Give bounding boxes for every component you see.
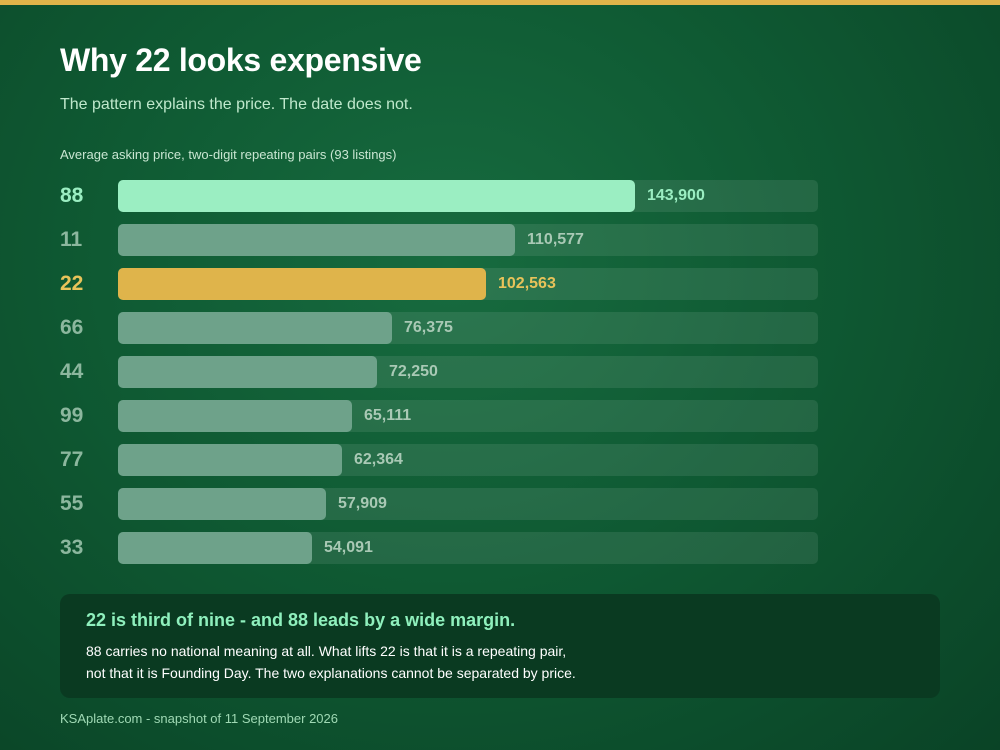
value-label-11: 110,577: [527, 231, 584, 248]
value-label-66: 76,375: [404, 319, 453, 336]
category-label-22: 22: [60, 272, 84, 295]
callout-box: 22 is third of nine - and 88 leads by a …: [60, 594, 940, 698]
category-label-66: 66: [60, 316, 84, 339]
value-label-99: 65,111: [364, 407, 412, 424]
page-subtitle: The pattern explains the price. The date…: [60, 96, 413, 113]
chart-caption: Average asking price, two-digit repeatin…: [60, 147, 397, 162]
value-label-44: 72,250: [389, 363, 438, 380]
bar-55: [118, 488, 326, 520]
category-label-44: 44: [60, 360, 84, 383]
footer-source: KSAplate.com - snapshot of 11 September …: [60, 711, 338, 726]
bar-22: [118, 268, 486, 300]
category-label-77: 77: [60, 448, 84, 471]
category-label-99: 99: [60, 404, 84, 427]
bar-66: [118, 312, 392, 344]
value-label-88: 143,900: [647, 187, 705, 204]
bar-77: [118, 444, 342, 476]
bar-99: [118, 400, 352, 432]
bar-33: [118, 532, 312, 564]
category-label-33: 33: [60, 536, 84, 559]
category-label-88: 88: [60, 184, 84, 207]
bar-88: [118, 180, 635, 212]
category-label-55: 55: [60, 492, 84, 515]
value-label-22: 102,563: [498, 275, 556, 292]
callout-body-line-2: not that it is Founding Day. The two exp…: [86, 665, 576, 681]
callout-body-line-1: 88 carries no national meaning at all. W…: [86, 643, 567, 659]
callout-heading: 22 is third of nine - and 88 leads by a …: [86, 610, 516, 630]
value-label-77: 62,364: [354, 451, 403, 468]
bar-44: [118, 356, 377, 388]
value-label-33: 54,091: [324, 539, 373, 556]
bar-11: [118, 224, 515, 256]
callout-body: 88 carries no national meaning at all. W…: [86, 640, 846, 684]
category-label-11: 11: [60, 228, 83, 251]
top-accent-rule: [0, 0, 1000, 5]
value-label-55: 57,909: [338, 495, 387, 512]
page-title: Why 22 looks expensive: [60, 42, 422, 78]
